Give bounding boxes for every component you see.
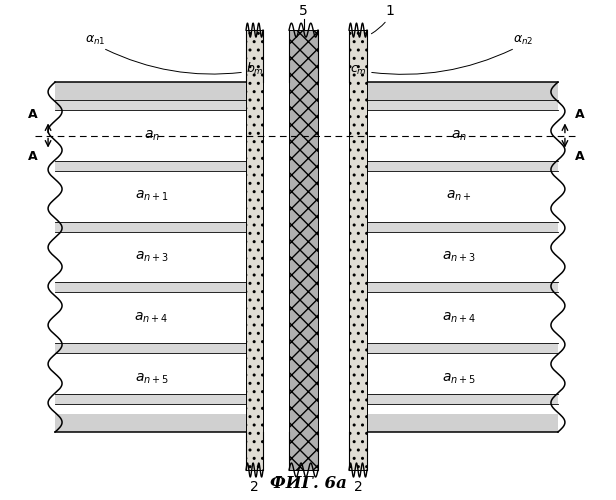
Bar bbox=[360, 414, 558, 432]
Bar bbox=[360, 232, 558, 282]
Bar bbox=[360, 82, 558, 432]
Text: ФИГ. 6а: ФИГ. 6а bbox=[270, 475, 346, 492]
Bar bbox=[55, 232, 248, 282]
Text: $a_{n+4}$: $a_{n+4}$ bbox=[134, 310, 169, 325]
Bar bbox=[246, 82, 248, 432]
Bar bbox=[55, 353, 248, 404]
Text: $a_n$: $a_n$ bbox=[451, 128, 467, 142]
Bar bbox=[55, 343, 248, 353]
Text: 2: 2 bbox=[250, 480, 259, 494]
Text: $a_{n+5}$: $a_{n+5}$ bbox=[442, 372, 476, 386]
Bar bbox=[55, 161, 248, 171]
Bar bbox=[55, 292, 248, 343]
Bar bbox=[289, 30, 318, 470]
Text: A: A bbox=[28, 108, 38, 120]
Bar bbox=[55, 110, 248, 161]
Bar bbox=[55, 222, 248, 232]
Bar bbox=[360, 353, 558, 404]
Text: A: A bbox=[575, 150, 585, 164]
Bar bbox=[246, 30, 263, 470]
Text: A: A bbox=[28, 150, 38, 164]
Bar bbox=[360, 394, 558, 404]
Text: $a_n$: $a_n$ bbox=[144, 128, 160, 142]
Bar bbox=[360, 161, 558, 171]
Bar bbox=[55, 282, 248, 292]
Bar bbox=[55, 171, 248, 222]
Bar bbox=[360, 100, 558, 110]
Bar bbox=[360, 110, 558, 161]
Bar bbox=[360, 292, 558, 343]
Text: A: A bbox=[575, 108, 585, 120]
Text: 5: 5 bbox=[299, 4, 308, 18]
Text: 1: 1 bbox=[386, 4, 394, 18]
Text: $a_{n+3}$: $a_{n+3}$ bbox=[442, 250, 476, 264]
Text: $\alpha_{n1}$: $\alpha_{n1}$ bbox=[85, 34, 105, 46]
Text: $a_{n+3}$: $a_{n+3}$ bbox=[134, 250, 169, 264]
Bar bbox=[360, 82, 558, 100]
Text: $a_{n+4}$: $a_{n+4}$ bbox=[442, 310, 476, 325]
Text: $\alpha_{n2}$: $\alpha_{n2}$ bbox=[513, 34, 533, 46]
Bar bbox=[55, 82, 248, 100]
Bar bbox=[360, 171, 558, 222]
Text: $a_{n+}$: $a_{n+}$ bbox=[446, 189, 472, 204]
Bar bbox=[55, 394, 248, 404]
Bar bbox=[360, 282, 558, 292]
Bar bbox=[55, 82, 248, 432]
Text: $a_{n+5}$: $a_{n+5}$ bbox=[134, 372, 169, 386]
Text: 2: 2 bbox=[354, 480, 362, 494]
Bar bbox=[360, 343, 558, 353]
Text: $a_{n+1}$: $a_{n+1}$ bbox=[135, 189, 168, 204]
Bar bbox=[55, 414, 248, 432]
Bar bbox=[349, 30, 367, 470]
Bar bbox=[360, 222, 558, 232]
Bar bbox=[55, 100, 248, 110]
Text: $b_m$: $b_m$ bbox=[246, 61, 264, 77]
Text: $c_m$: $c_m$ bbox=[350, 64, 367, 77]
